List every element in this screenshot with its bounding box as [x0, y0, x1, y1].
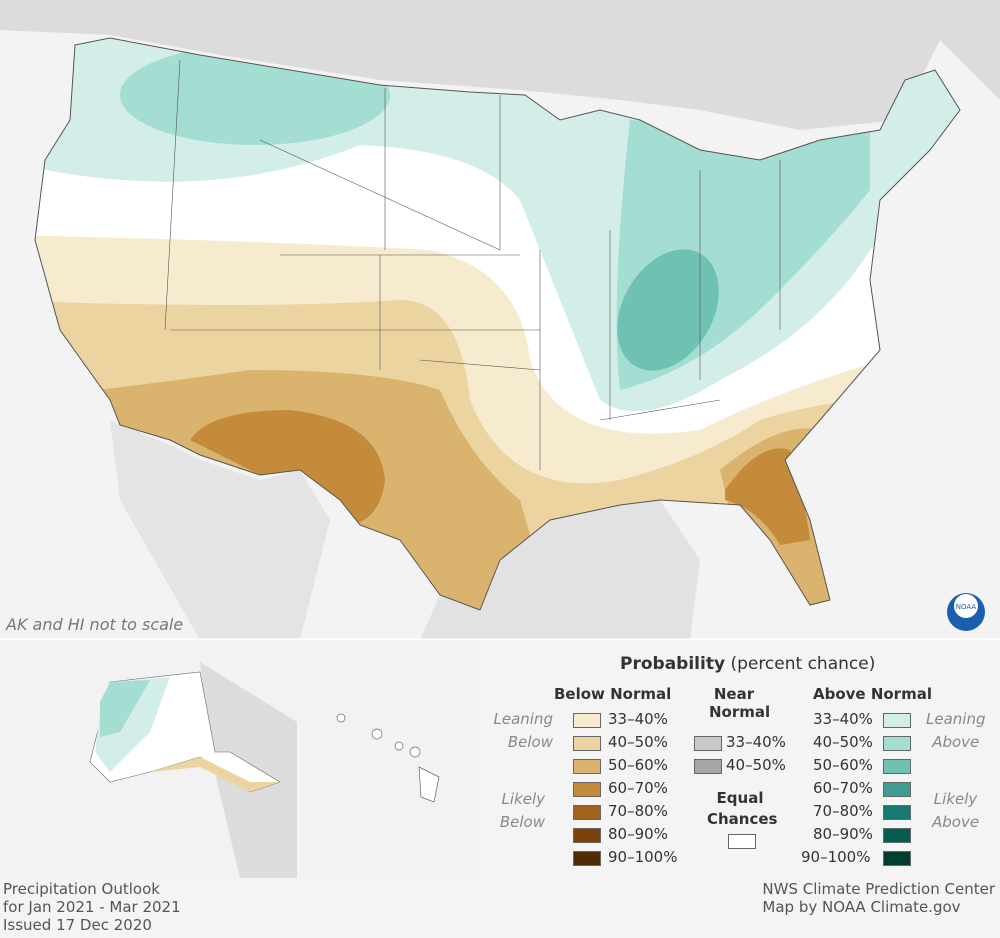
- above-5-swatch: [883, 828, 911, 843]
- below-4-label: 70–80%: [608, 802, 668, 820]
- above-1-label: 40–50%: [813, 733, 873, 751]
- contiguous-us-map: NOAA: [0, 0, 1000, 640]
- near-0-label: 33–40%: [726, 733, 786, 751]
- above-6-label: 90–100%: [801, 848, 871, 866]
- below-1-swatch: [573, 736, 601, 751]
- above-0-swatch: [883, 713, 911, 728]
- above-6-swatch: [883, 851, 911, 866]
- noaa-logo: NOAA: [947, 593, 985, 631]
- below-6-swatch: [573, 851, 601, 866]
- above-3-swatch: [883, 782, 911, 797]
- leaning-below-label: Leaning Below: [493, 710, 553, 751]
- below-2-swatch: [573, 759, 601, 774]
- equal-chances-label: Equal Chances: [707, 789, 778, 828]
- above-5-label: 80–90%: [813, 825, 873, 843]
- below-heading: Below Normal: [554, 685, 672, 703]
- above-0-label: 33–40%: [813, 710, 873, 728]
- equal-chances-swatch: [728, 834, 756, 849]
- alaska-inset: [0, 642, 297, 878]
- legend-title: Probability: [620, 654, 726, 674]
- near-heading: Near Normal: [709, 685, 771, 721]
- below-3-swatch: [573, 782, 601, 797]
- hawaii-inset: [299, 642, 479, 878]
- below-2-label: 50–60%: [608, 756, 668, 774]
- above-4-swatch: [883, 805, 911, 820]
- likely-below-label: Likely Below: [499, 790, 545, 831]
- likely-above-label: Likely Above: [932, 790, 980, 831]
- legend-subtitle: (percent chance): [730, 654, 876, 674]
- above-4-label: 70–80%: [813, 802, 873, 820]
- above-2-label: 50–60%: [813, 756, 873, 774]
- above-heading: Above Normal: [813, 685, 932, 703]
- above-2-swatch: [883, 759, 911, 774]
- below-5-label: 80–90%: [608, 825, 668, 843]
- below-3-label: 60–70%: [608, 779, 668, 797]
- below-4-swatch: [573, 805, 601, 820]
- svg-text:NOAA: NOAA: [956, 603, 977, 611]
- above-1-swatch: [883, 736, 911, 751]
- below-6-label: 90–100%: [608, 848, 678, 866]
- below-0-swatch: [573, 713, 601, 728]
- leaning-above-label: Leaning Above: [926, 710, 986, 751]
- below-1-label: 40–50%: [608, 733, 668, 751]
- near-1-swatch: [694, 759, 722, 774]
- below-5-swatch: [573, 828, 601, 843]
- near-1-label: 40–50%: [726, 756, 786, 774]
- above-3-label: 60–70%: [813, 779, 873, 797]
- scale-note: AK and HI not to scale: [6, 615, 184, 634]
- outlook-caption: Precipitation Outlook for Jan 2021 - Mar …: [3, 880, 181, 934]
- credits: NWS Climate Prediction Center Map by NOAA…: [762, 880, 995, 916]
- legend: Probability (percent chance) Below Norma…: [481, 642, 1000, 878]
- near-0-swatch: [694, 736, 722, 751]
- below-0-label: 33–40%: [608, 710, 668, 728]
